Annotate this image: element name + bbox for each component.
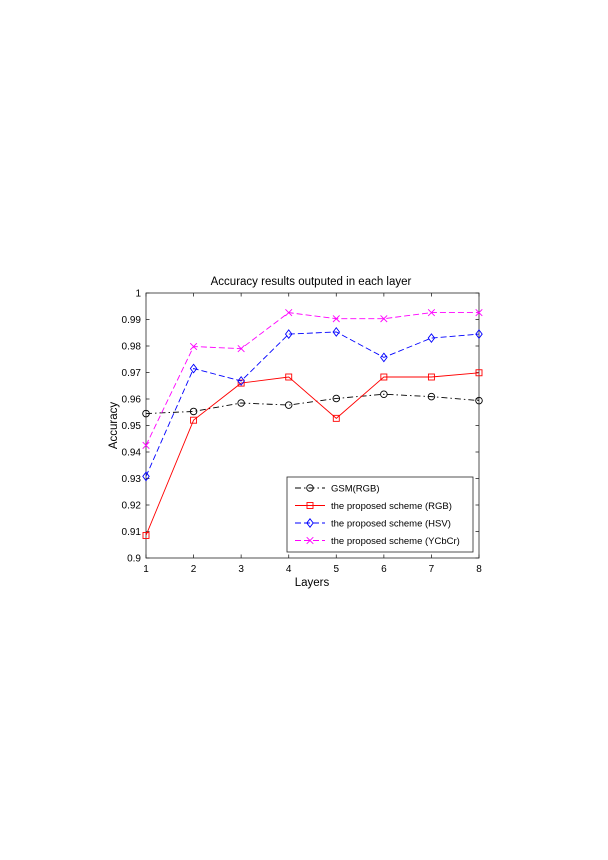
x-tick-label: 3	[238, 564, 244, 575]
circle-marker	[380, 390, 388, 398]
x-tick-label: 6	[381, 564, 387, 575]
x-tick-label: 7	[429, 564, 435, 575]
x-axis-label: Layers	[295, 577, 330, 589]
y-tick-label: 0.99	[122, 315, 142, 326]
square-marker	[306, 502, 314, 509]
x-tick-label: 1	[143, 564, 149, 575]
x-marker	[332, 315, 340, 323]
series-2	[142, 369, 483, 539]
x-marker	[380, 315, 388, 323]
circle-marker	[475, 396, 483, 405]
y-tick-label: 0.96	[122, 395, 142, 406]
chart-title: Accuracy results outputed in each layer	[211, 276, 412, 288]
circle-marker	[189, 407, 198, 416]
diamond-marker	[427, 333, 436, 343]
x-tick-label: 5	[334, 564, 340, 575]
x-marker	[237, 345, 245, 353]
legend-item: GSM(RGB)	[295, 484, 380, 495]
square-marker	[142, 532, 150, 539]
diamond-marker	[475, 329, 483, 340]
legend-label: the proposed scheme (HSV)	[331, 519, 451, 530]
legend-label: the proposed scheme (RGB)	[331, 501, 452, 512]
x-marker	[427, 308, 436, 317]
square-marker	[427, 373, 435, 381]
legend-item: the proposed scheme (HSV)	[295, 518, 451, 530]
x-marker	[285, 308, 293, 317]
square-marker	[380, 373, 388, 381]
y-tick-label: 0.9	[127, 554, 141, 565]
y-tick-label: 0.93	[122, 474, 142, 485]
legend-box	[286, 476, 474, 553]
square-marker	[475, 369, 483, 377]
square-marker	[285, 373, 293, 381]
series-line	[145, 312, 479, 446]
y-axis-label: Accuracy	[108, 402, 120, 450]
circle-marker	[332, 394, 341, 403]
y-tick-label: 0.94	[122, 448, 142, 459]
x-marker	[306, 536, 314, 545]
circle-marker	[427, 392, 436, 401]
circle-marker	[284, 401, 293, 409]
axes: 1 2 3 4 5 6 7 8 0.9 0.91 0.92 0.93 0.94 0.95 0.96 0.97 0…	[122, 289, 483, 576]
series-line	[145, 372, 480, 536]
diamond-marker	[142, 471, 150, 482]
circle-marker	[306, 484, 314, 492]
y-tick-label: 0.92	[122, 501, 142, 512]
square-marker	[190, 416, 198, 424]
legend: GSM(RGB) the proposed scheme (RGB) the pro…	[286, 476, 474, 553]
series-group	[142, 308, 483, 539]
square-marker	[332, 414, 340, 422]
x-tick-label: 8	[476, 564, 482, 575]
series-line	[145, 393, 480, 415]
legend-item: the proposed scheme (YCbCr)	[295, 536, 460, 547]
diamond-marker	[306, 518, 314, 528]
y-tick-label: 0.97	[122, 368, 142, 379]
x-marker	[189, 342, 198, 351]
diamond-marker	[237, 376, 245, 386]
square-marker	[237, 379, 245, 387]
x-marker	[475, 308, 483, 317]
x-tick-label: 4	[286, 564, 292, 575]
diamond-marker	[332, 327, 341, 337]
circle-marker	[142, 409, 150, 418]
x-tick-label: 2	[191, 564, 197, 575]
y-tick-label: 1	[135, 289, 141, 300]
series-3	[142, 327, 483, 482]
x-marker	[142, 441, 150, 449]
series-line	[145, 331, 480, 477]
legend-item: the proposed scheme (RGB)	[295, 501, 452, 512]
series-1	[142, 390, 483, 418]
legend-label: GSM(RGB)	[331, 484, 380, 495]
y-tick-label: 0.95	[122, 421, 142, 432]
diamond-marker	[284, 329, 293, 340]
y-tick-label: 0.91	[122, 527, 142, 538]
series-4	[142, 308, 483, 449]
y-tick-label: 0.98	[122, 342, 142, 353]
circle-marker	[237, 399, 245, 407]
legend-label: the proposed scheme (YCbCr)	[331, 536, 460, 547]
diamond-marker	[189, 363, 198, 374]
diamond-marker	[380, 352, 388, 363]
